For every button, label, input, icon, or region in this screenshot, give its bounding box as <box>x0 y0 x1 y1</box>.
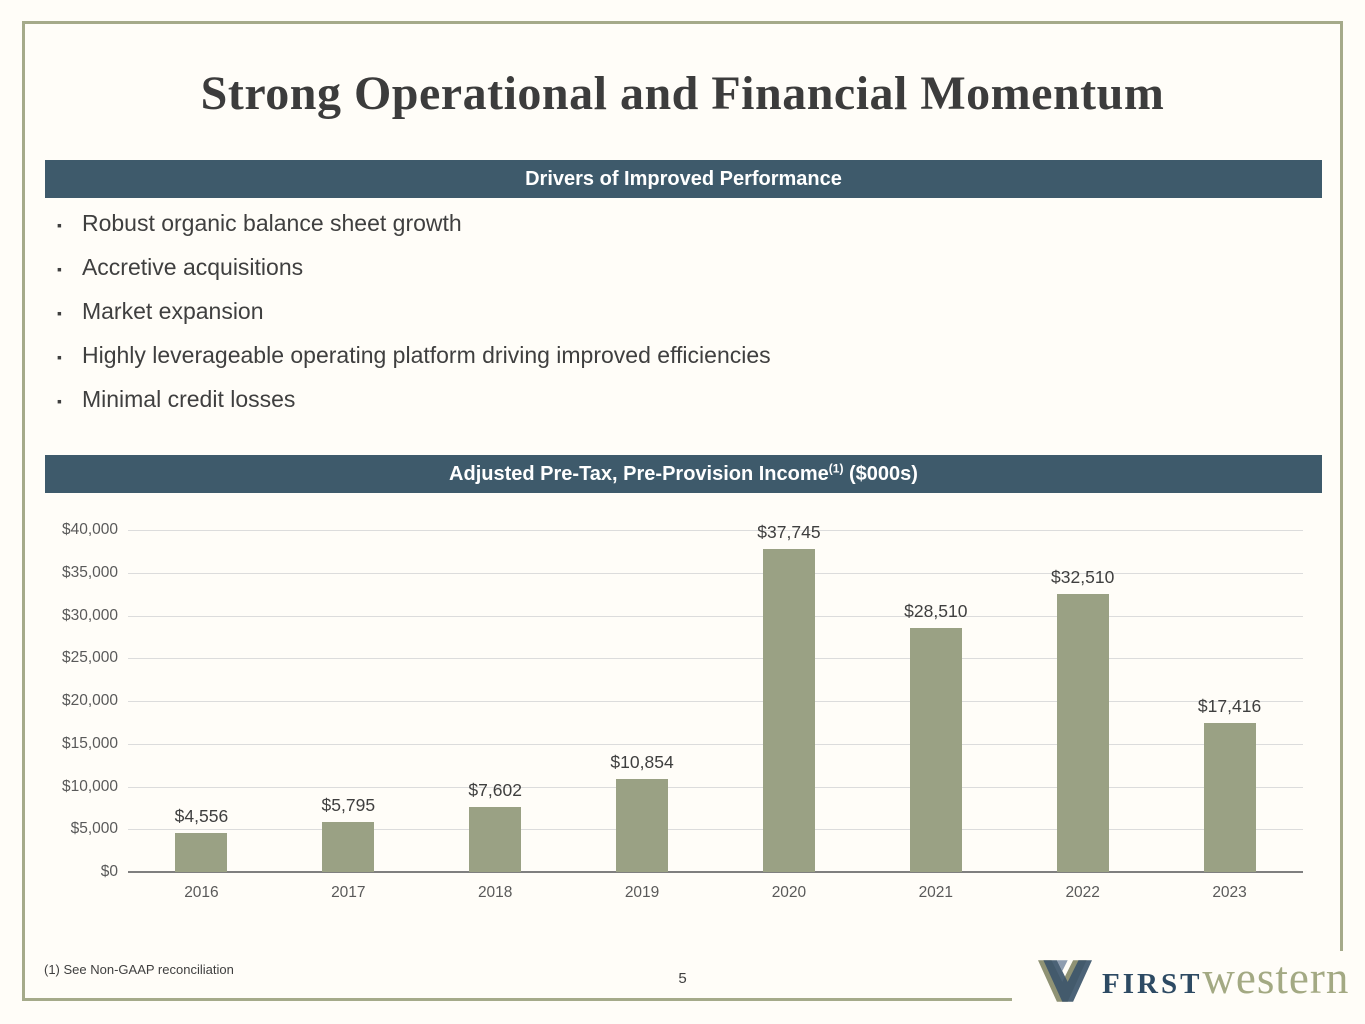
bar-2020 <box>762 549 815 872</box>
frame-border-right <box>1340 21 1343 951</box>
bar-2023 <box>1203 723 1256 872</box>
footnote: (1) See Non-GAAP reconciliation <box>44 962 234 977</box>
bar-value-label: $4,556 <box>174 806 229 826</box>
company-logo: FIRST western <box>1038 952 1349 1004</box>
bar-value-label: $32,510 <box>1051 567 1115 587</box>
drivers-section-header-label: Drivers of Improved Performance <box>525 167 842 190</box>
y-axis-tick-label: $25,000 <box>61 649 118 667</box>
bullet-item: ▪ Highly leverageable operating platform … <box>57 344 771 367</box>
bar-2017 <box>322 822 375 872</box>
income-section-header: Adjusted Pre-Tax, Pre-Provision Income(1… <box>45 455 1322 493</box>
bar-value-label: $37,745 <box>757 522 821 542</box>
bullet-item-label: Highly leverageable operating platform d… <box>81 342 771 368</box>
page-title: Strong Operational and Financial Momentu… <box>200 67 1165 120</box>
bar-value-label: $7,602 <box>468 780 522 800</box>
square-bullet-icon: ▪ <box>57 305 62 321</box>
y-axis-tick-label: $5,000 <box>70 820 118 838</box>
drivers-bullet-list: ▪ Robust organic balance sheet growth ▪ Acc… <box>57 212 771 432</box>
page-number: 5 <box>678 970 687 987</box>
bar-2016 <box>175 833 228 872</box>
bullet-item: ▪ Accretive acquisitions <box>57 256 771 279</box>
square-bullet-icon: ▪ <box>57 349 62 365</box>
bar-2019 <box>616 779 669 872</box>
logo-text-first: FIRST <box>1102 968 1203 1000</box>
y-axis-tick-label: $20,000 <box>61 692 118 709</box>
gridline <box>128 829 1303 831</box>
x-axis-tick-label: 2023 <box>1212 884 1247 901</box>
gridline <box>128 615 1303 617</box>
bar-2018 <box>469 807 522 872</box>
logo-text-western: western <box>1202 953 1350 1003</box>
bar-value-label: $10,854 <box>610 752 674 772</box>
y-axis-tick-label: $30,000 <box>61 606 118 624</box>
bar-value-label: $5,795 <box>321 795 376 815</box>
x-axis-tick-label: 2020 <box>771 884 807 901</box>
frame-border-left <box>22 21 25 1001</box>
bar-value-label: $28,510 <box>904 601 968 621</box>
bullet-item-label: Robust organic balance sheet growth <box>81 210 462 236</box>
y-axis-tick-label: $40,000 <box>61 521 118 538</box>
gridline <box>128 658 1303 660</box>
gridline <box>128 786 1303 788</box>
gridline <box>128 701 1303 702</box>
gridline <box>128 572 1303 574</box>
bar-2022 <box>1056 594 1109 872</box>
x-axis-tick-label: 2017 <box>331 884 366 901</box>
bullet-item: ▪ Minimal credit losses <box>57 388 771 411</box>
y-axis-tick-label: $10,000 <box>61 777 118 795</box>
gridline <box>128 530 1303 531</box>
x-axis-tick-label: 2022 <box>1065 884 1100 901</box>
bullet-item: ▪ Market expansion <box>57 300 771 323</box>
y-axis-tick-label: $35,000 <box>61 563 118 581</box>
x-axis-tick-label: 2019 <box>624 884 660 901</box>
bullet-item-label: Accretive acquisitions <box>81 254 304 280</box>
bullet-item-label: Market expansion <box>81 298 264 324</box>
income-section-header-label: Adjusted Pre-Tax, Pre-Provision Income(1… <box>449 460 918 485</box>
square-bullet-icon: ▪ <box>57 217 62 233</box>
footnote-marker: (1) <box>828 460 844 475</box>
x-axis-tick-label: 2016 <box>184 884 219 901</box>
square-bullet-icon: ▪ <box>57 261 62 277</box>
x-axis-tick-label: 2018 <box>477 884 513 901</box>
x-axis-line <box>128 871 1303 873</box>
bullet-item-label: Minimal credit losses <box>81 386 296 412</box>
w-monogram-icon <box>1038 960 1092 1002</box>
square-bullet-icon: ▪ <box>57 393 62 409</box>
gridline <box>128 743 1303 745</box>
y-axis-tick-label: $15,000 <box>61 734 118 752</box>
bar-value-label: $17,416 <box>1197 696 1262 716</box>
frame-border-bottom <box>22 998 1012 1001</box>
frame-border-top <box>22 21 1343 24</box>
x-axis-tick-label: 2021 <box>918 884 954 901</box>
bar-2021 <box>909 628 962 872</box>
y-axis-tick-label: $0 <box>100 863 118 880</box>
bullet-item: ▪ Robust organic balance sheet growth <box>57 212 771 235</box>
drivers-section-header: Drivers of Improved Performance <box>45 160 1322 198</box>
